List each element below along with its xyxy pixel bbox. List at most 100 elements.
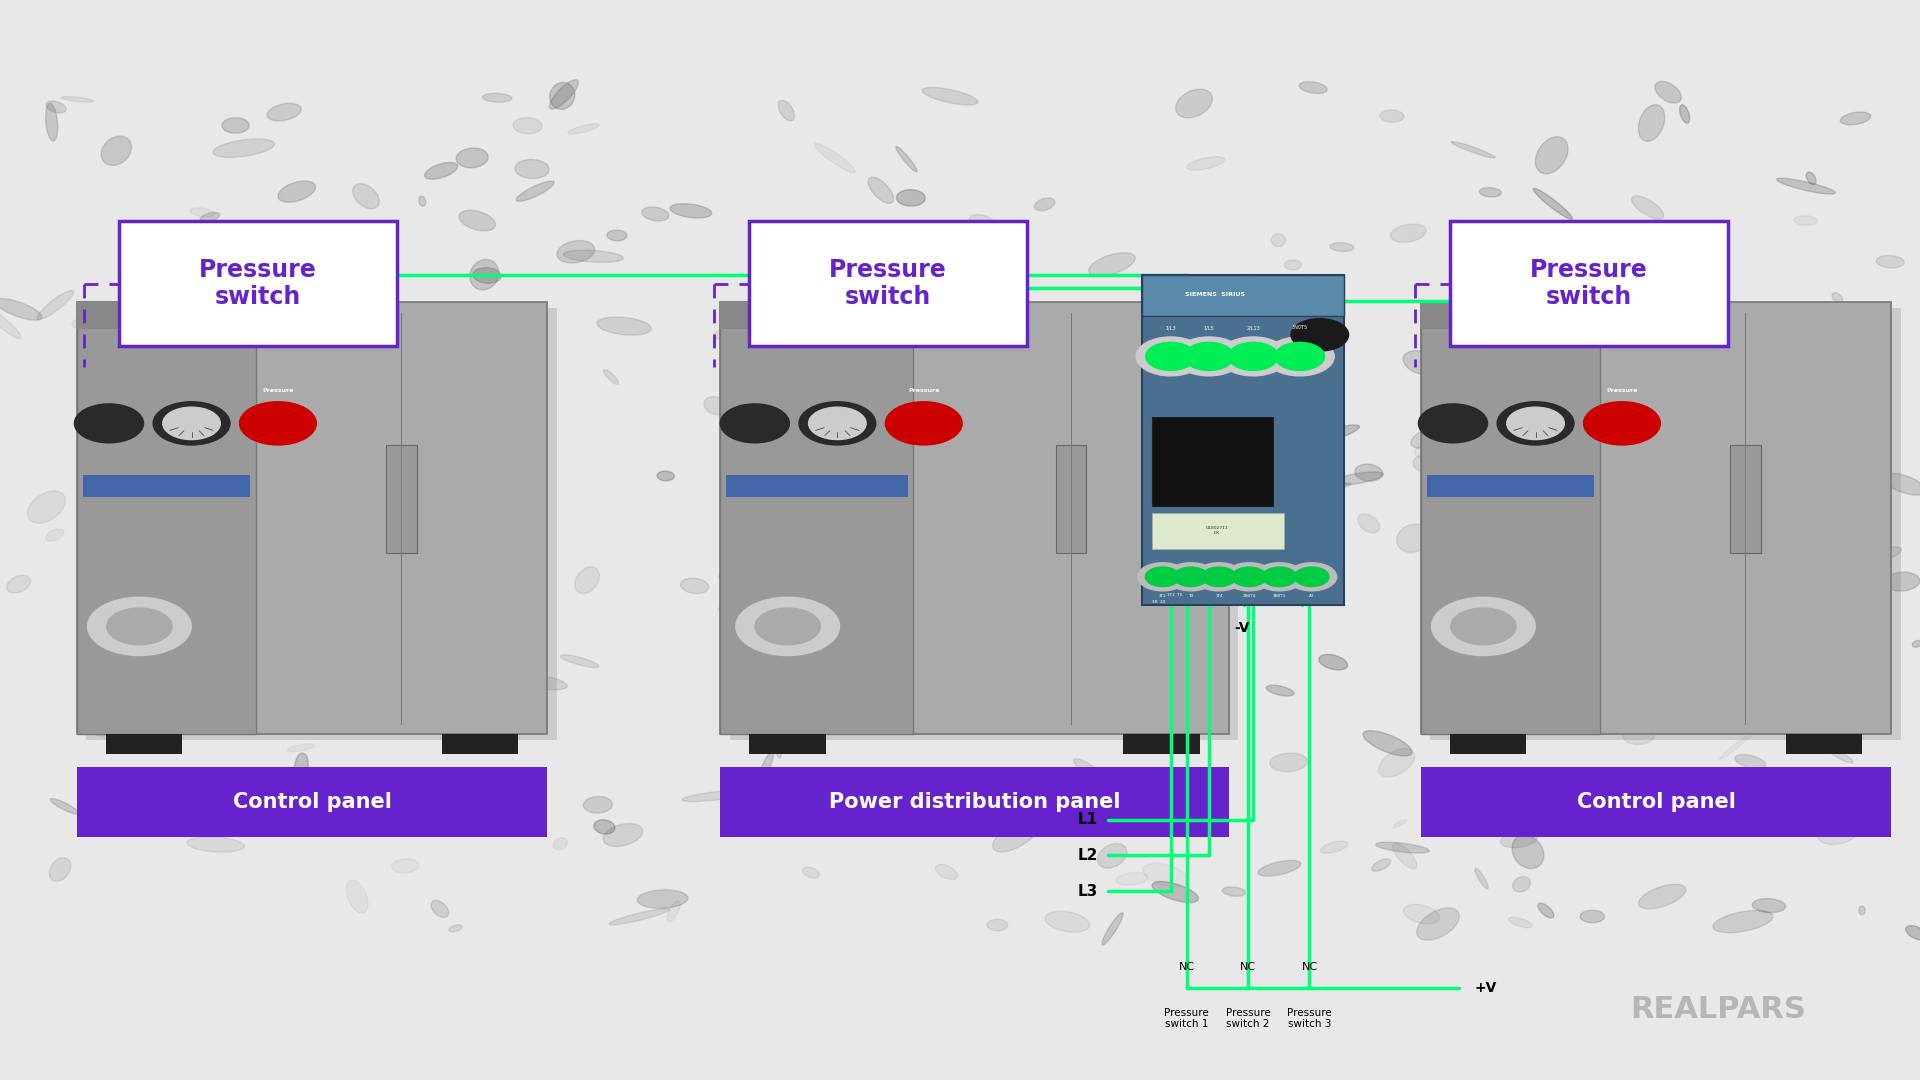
Ellipse shape [1478,188,1501,197]
Ellipse shape [714,330,732,340]
Text: -V: -V [1235,621,1250,635]
Ellipse shape [1884,473,1920,495]
Circle shape [1146,342,1196,370]
Ellipse shape [1275,310,1296,328]
Ellipse shape [897,190,925,206]
Text: 3T2: 3T2 [1158,594,1167,598]
Ellipse shape [1509,917,1532,928]
Text: L1: L1 [1079,812,1098,827]
Ellipse shape [818,435,833,467]
Ellipse shape [509,511,536,523]
Ellipse shape [1300,82,1327,94]
Ellipse shape [1206,498,1217,509]
Ellipse shape [900,704,925,725]
Ellipse shape [922,87,977,105]
Ellipse shape [1580,910,1605,922]
Circle shape [1137,337,1206,376]
Ellipse shape [1776,178,1836,194]
Ellipse shape [1498,444,1559,459]
Ellipse shape [1538,903,1553,918]
Ellipse shape [71,320,84,328]
Ellipse shape [1035,198,1054,211]
Ellipse shape [1619,702,1653,733]
Ellipse shape [230,242,280,255]
Ellipse shape [6,576,31,593]
Ellipse shape [1392,820,1407,827]
Ellipse shape [835,239,866,257]
Text: 3R  20: 3R 20 [1152,599,1165,604]
Circle shape [1584,402,1661,445]
Ellipse shape [1845,418,1874,453]
Bar [77,302,547,734]
Ellipse shape [574,567,599,594]
Ellipse shape [1473,481,1496,497]
Ellipse shape [1793,216,1816,226]
Ellipse shape [1732,408,1747,416]
Ellipse shape [584,796,612,813]
Ellipse shape [593,820,614,834]
Ellipse shape [1655,81,1682,103]
Ellipse shape [1693,256,1728,262]
Ellipse shape [1413,454,1442,472]
Ellipse shape [1571,607,1607,626]
Ellipse shape [186,837,244,852]
Ellipse shape [392,859,419,873]
Ellipse shape [922,483,983,491]
Ellipse shape [1617,783,1628,800]
Ellipse shape [449,924,463,932]
Ellipse shape [1452,141,1496,158]
Ellipse shape [1755,337,1776,346]
Bar [720,302,914,734]
Ellipse shape [1736,755,1766,769]
Ellipse shape [931,378,983,392]
Bar [83,475,250,497]
Ellipse shape [288,631,303,636]
Circle shape [1419,404,1488,443]
Ellipse shape [637,890,687,908]
Ellipse shape [1089,253,1135,276]
Ellipse shape [929,445,947,455]
Ellipse shape [27,491,65,523]
Ellipse shape [1012,489,1044,508]
Ellipse shape [1647,338,1667,346]
Ellipse shape [641,207,668,221]
Bar [1152,513,1283,549]
Ellipse shape [682,791,745,801]
Ellipse shape [964,394,987,406]
Ellipse shape [380,514,426,522]
Ellipse shape [1818,488,1855,515]
Ellipse shape [353,184,380,208]
Ellipse shape [1208,456,1227,467]
Text: Pressure: Pressure [908,388,939,393]
Ellipse shape [102,136,132,165]
Ellipse shape [1511,835,1544,868]
Ellipse shape [1530,606,1542,615]
Ellipse shape [1753,899,1786,913]
Ellipse shape [1596,515,1615,519]
Circle shape [1202,567,1236,586]
Ellipse shape [1713,910,1772,933]
Ellipse shape [180,394,204,415]
Text: 1/L3: 1/L3 [1165,325,1175,330]
Ellipse shape [1912,640,1920,647]
Ellipse shape [513,118,541,134]
Text: Pressure
switch 3: Pressure switch 3 [1286,1008,1332,1029]
Text: NC: NC [1240,961,1256,972]
Ellipse shape [430,531,463,537]
Text: Control panel: Control panel [232,792,392,812]
Ellipse shape [755,508,778,526]
Ellipse shape [1117,394,1181,406]
Ellipse shape [46,104,58,141]
Ellipse shape [459,815,484,828]
Bar [720,767,1229,837]
Ellipse shape [1657,413,1680,441]
Ellipse shape [756,313,787,329]
Ellipse shape [338,232,384,253]
Ellipse shape [964,670,1004,692]
Ellipse shape [1807,172,1816,185]
Ellipse shape [1536,137,1569,174]
Ellipse shape [1116,873,1148,886]
Ellipse shape [1319,654,1348,670]
Circle shape [720,404,789,443]
Ellipse shape [1841,523,1878,557]
